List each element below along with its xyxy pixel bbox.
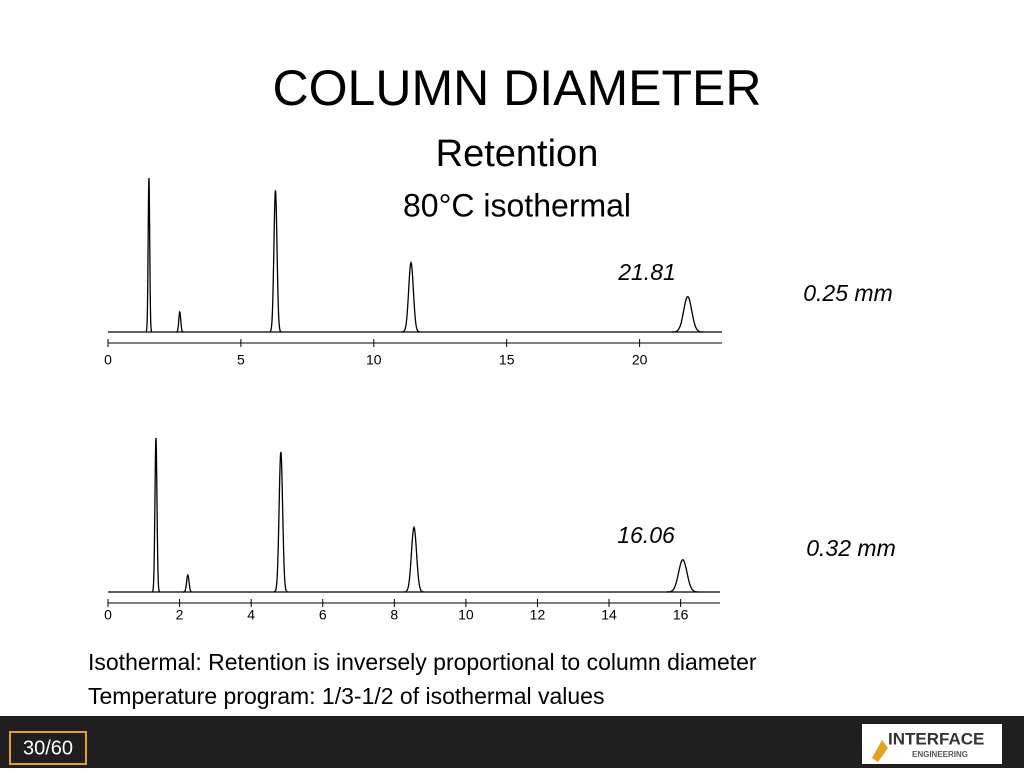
peak (666, 558, 699, 593)
peak (145, 177, 153, 333)
x-tick-label: 5 (237, 352, 245, 368)
peak (403, 525, 424, 593)
peak (269, 190, 282, 333)
page-number: 30/60 (23, 737, 73, 759)
peak (175, 310, 184, 333)
subtitle: Retention (436, 133, 599, 175)
x-tick-label: 14 (601, 607, 617, 623)
page-box (9, 731, 87, 765)
x-tick-label: 10 (366, 352, 382, 368)
x-tick-label: 16 (673, 607, 689, 623)
peak-annotation: 16.06 (617, 522, 675, 548)
column-label: 0.25 mm (803, 280, 892, 306)
x-tick-label: 15 (499, 352, 515, 368)
peak (183, 573, 193, 593)
x-tick-label: 2 (176, 607, 184, 623)
note: Isothermal: Retention is inversely propo… (88, 649, 757, 675)
logo-box (862, 724, 1002, 764)
logo-icon (872, 740, 888, 762)
x-tick-label: 8 (390, 607, 398, 623)
x-tick-label: 12 (530, 607, 546, 623)
x-tick-label: 4 (247, 607, 255, 623)
x-tick-label: 20 (632, 352, 648, 368)
footer-bar (0, 716, 1024, 768)
logo: INTERFACE (888, 729, 984, 748)
logo-sub: ENGINEERING (912, 750, 968, 759)
peak (151, 437, 161, 593)
x-tick-label: 10 (458, 607, 474, 623)
peak (273, 451, 288, 593)
x-tick-label: 0 (104, 607, 112, 623)
condition: 80°C isothermal (403, 187, 631, 223)
note: Temperature program: 1/3-1/2 of isotherm… (88, 683, 604, 709)
peak (671, 295, 703, 333)
x-tick-label: 0 (104, 352, 112, 368)
peak-annotation: 21.81 (617, 259, 676, 285)
x-tick-label: 6 (319, 607, 327, 623)
title: COLUMN DIAMETER (273, 60, 762, 116)
peak (401, 260, 421, 333)
column-label: 0.32 mm (806, 535, 895, 561)
